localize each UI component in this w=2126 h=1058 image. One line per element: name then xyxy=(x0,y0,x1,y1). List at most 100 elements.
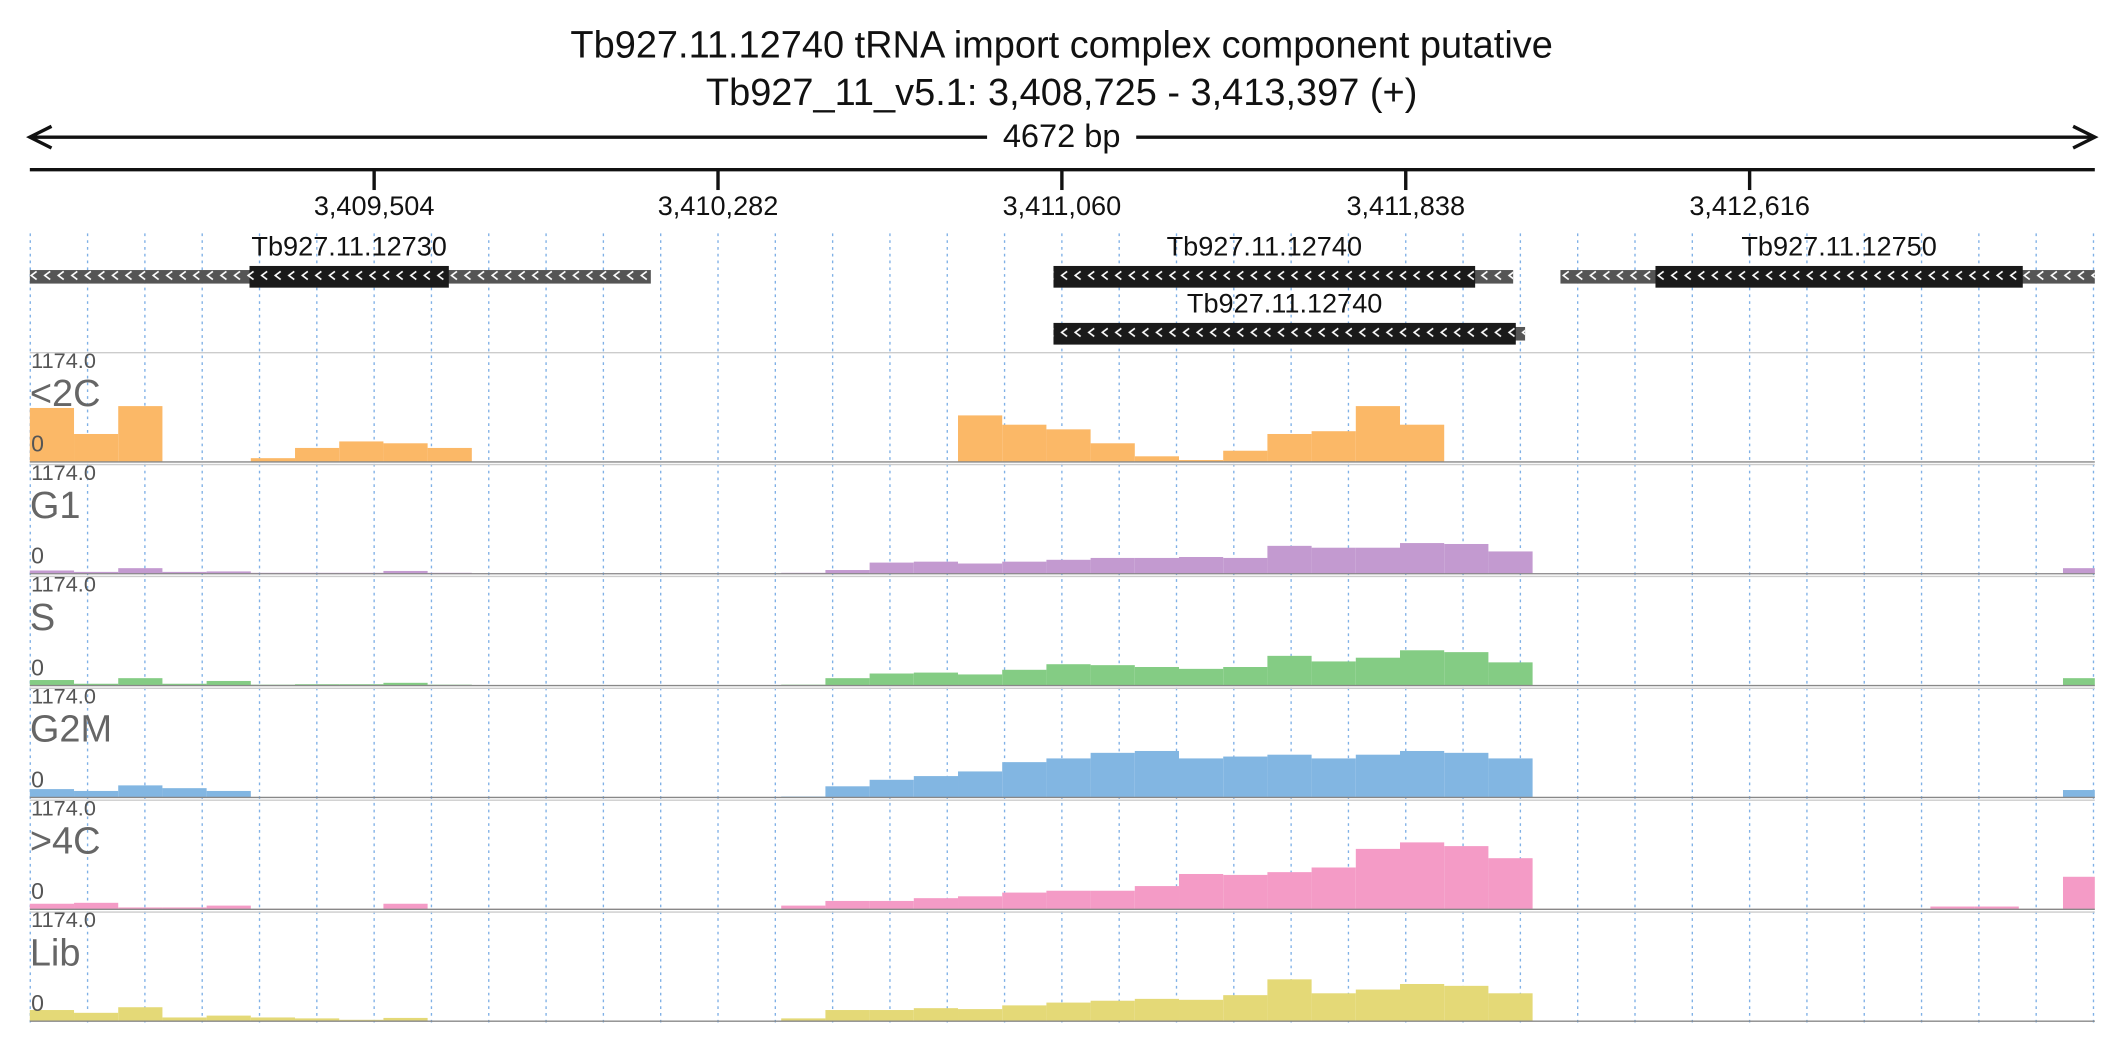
coverage-bar xyxy=(958,674,1003,686)
x-tick-label: 3,412,616 xyxy=(1689,190,1810,221)
coverage-bar xyxy=(295,1018,340,1022)
coverage-bar xyxy=(118,406,163,462)
y-tick-label: 0 xyxy=(31,431,44,457)
coverage-bar xyxy=(1046,559,1091,574)
coverage-bar xyxy=(1444,985,1489,1022)
y-tick-label: 0 xyxy=(31,766,44,792)
coverage-bar xyxy=(339,1019,384,1022)
coverage-bar xyxy=(2062,876,2095,910)
coverage-bar xyxy=(1444,846,1489,910)
coverage-bar xyxy=(206,790,251,798)
coverage-bar xyxy=(1046,758,1091,798)
coverage-bar xyxy=(2062,790,2095,798)
coverage-bar xyxy=(383,682,428,686)
y-tick-label: 0 xyxy=(31,990,44,1016)
y-tick-label: 1174.0 xyxy=(31,460,96,485)
x-tick-label: 3,411,838 xyxy=(1346,190,1465,221)
coverage-bar xyxy=(825,1010,870,1022)
coverage-bar xyxy=(958,1009,1003,1022)
track-label: >4C xyxy=(30,821,101,863)
gene-strand xyxy=(1560,267,2095,287)
gene-strand xyxy=(1053,267,1514,287)
coverage-bar xyxy=(781,1018,826,1022)
coverage-bar xyxy=(1311,547,1356,574)
coverage-bar xyxy=(29,680,75,686)
coverage-bar xyxy=(1002,762,1047,798)
coverage-bar xyxy=(825,678,870,686)
coverage-bar xyxy=(1311,867,1356,910)
coverage-bar xyxy=(1002,1005,1047,1022)
coverage-bar xyxy=(1179,758,1224,798)
coverage-bar xyxy=(958,563,1003,574)
coverage-bar xyxy=(1488,551,1533,574)
coverage-bar xyxy=(869,673,914,686)
coverage-bar xyxy=(1400,424,1445,462)
gene-label: Tb927.11.12750 xyxy=(1741,230,1936,261)
coverage-bar xyxy=(339,684,384,686)
coverage-bar xyxy=(869,1010,914,1022)
coverage-bar xyxy=(118,907,163,910)
coverage-bar xyxy=(1134,998,1180,1022)
span-label-bg xyxy=(987,119,1137,155)
coverage-bar xyxy=(1002,424,1047,462)
coverage-bar xyxy=(1267,545,1312,574)
coverage-bar xyxy=(1355,406,1401,462)
coverage-bar xyxy=(206,905,251,910)
coverage-bar xyxy=(1090,890,1135,910)
coverage-bar xyxy=(1488,758,1533,798)
y-tick-label: 1174.0 xyxy=(31,795,96,820)
coverage-bar xyxy=(913,898,959,910)
coverage-bar xyxy=(1267,433,1312,462)
coverage-bar xyxy=(206,1015,251,1022)
coverage-bar xyxy=(339,441,384,462)
coverage-bar xyxy=(1223,667,1268,686)
gene-strand xyxy=(29,267,651,287)
coverage-bar xyxy=(1311,661,1356,686)
track-label: S xyxy=(30,597,55,639)
coverage-bar xyxy=(1974,906,2019,910)
coverage-bar xyxy=(1930,906,1975,910)
coverage-bar xyxy=(1267,872,1312,910)
coverage-bar xyxy=(1090,665,1135,686)
coverage-bar xyxy=(1311,993,1356,1022)
coverage-bar xyxy=(1046,429,1091,462)
coverage-bar xyxy=(1002,561,1047,574)
coverage-bar xyxy=(206,680,251,686)
track-label: G1 xyxy=(30,485,81,527)
x-tick-label: 3,410,282 xyxy=(658,190,779,221)
coverage-bar xyxy=(29,570,75,574)
coverage-bar xyxy=(1267,655,1312,686)
coverage-bar xyxy=(295,684,340,686)
coverage-bar xyxy=(1267,979,1312,1022)
coverage-bar xyxy=(162,788,207,798)
coverage-bar xyxy=(29,789,75,798)
coverage-bar xyxy=(2062,678,2095,686)
coverage-bar xyxy=(250,458,296,462)
track-label: <2C xyxy=(30,373,101,415)
y-tick-label: 1174.0 xyxy=(31,348,96,373)
coverage-bar xyxy=(1090,752,1135,798)
coverage-bar xyxy=(1134,557,1180,574)
coverage-bar xyxy=(1223,450,1268,462)
coverage-bar xyxy=(913,561,959,574)
coverage-bar xyxy=(958,771,1003,798)
coverage-bar xyxy=(118,568,163,574)
coverage-bar xyxy=(118,1007,163,1022)
coverage-bar xyxy=(1223,756,1268,798)
coverage-bar xyxy=(825,900,870,910)
coverage-bar xyxy=(29,407,75,462)
coverage-bar xyxy=(1002,669,1047,686)
coverage-bar xyxy=(1444,752,1489,798)
coverage-bar xyxy=(162,571,207,574)
coverage-bar xyxy=(1179,460,1224,462)
coverage-bar xyxy=(383,570,428,574)
coverage-bar xyxy=(825,786,870,798)
coverage-bar xyxy=(1355,657,1401,686)
coverage-bar xyxy=(383,1017,428,1022)
coverage-bar xyxy=(118,785,163,798)
x-tick-label: 3,411,060 xyxy=(1003,190,1122,221)
coverage-bar xyxy=(206,571,251,574)
coverage-bar xyxy=(250,1017,296,1022)
